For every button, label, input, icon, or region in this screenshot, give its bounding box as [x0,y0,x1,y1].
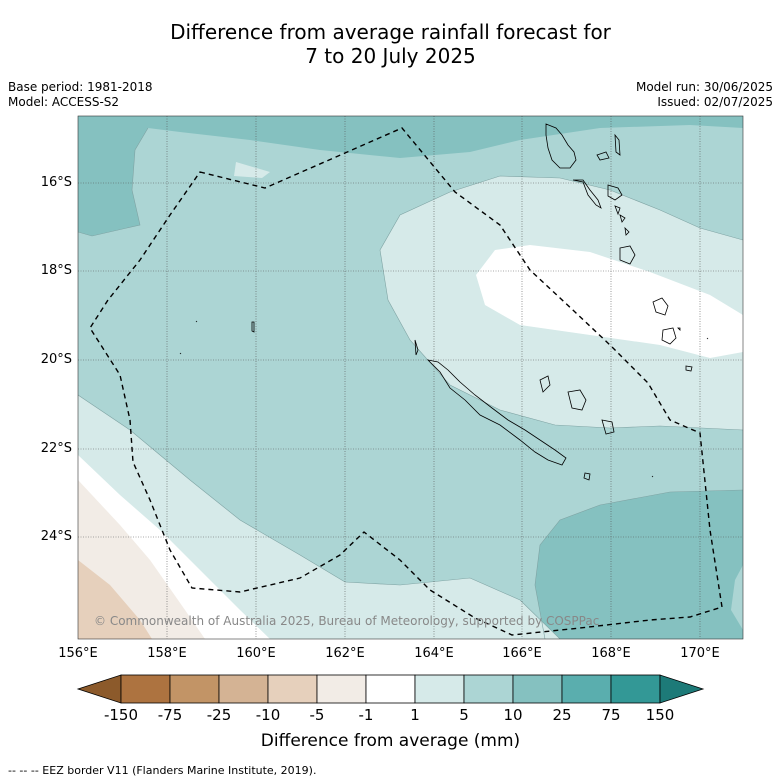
colorbar-tick: 25 [552,706,572,724]
field-5-10-edge [731,565,743,630]
colorbar-label: Difference from average (mm) [260,731,521,751]
colorbar-swatch [610,674,661,704]
colorbar-swatch [512,674,563,704]
lat-label: 22°S [40,441,72,456]
graticule [78,116,743,639]
field-minus5-10 [78,560,152,639]
colorbar-tick: 150 [645,706,675,724]
colorbar-tick: -10 [255,706,281,724]
colorbar-tick: -1 [358,706,374,724]
colorbar-tick: -75 [157,706,183,724]
colorbar [76,674,705,704]
colorbar-swatch [267,674,318,704]
colorbar-tick: 1 [410,706,420,724]
meta-right: Model run: 30/06/2025 Issued: 02/07/2025 [636,80,773,110]
base-period: Base period: 1981-2018 [8,80,153,94]
lon-label: 156°E [58,646,98,661]
page-title: Difference from average rainfall forecas… [0,20,781,68]
meta-left: Base period: 1981-2018 Model: ACCESS-S2 [8,80,153,110]
map-fields [78,116,743,639]
lat-label: 24°S [40,529,72,544]
field-10-25-southeast [535,490,743,639]
colorbar-swatch [561,674,612,704]
colorbar-extend-low [76,674,122,704]
field-neutral-east [476,245,743,358]
lat-label: 16°S [40,175,72,190]
map-frame [77,115,744,640]
colorbar-swatch [316,674,367,704]
issued-date: Issued: 02/07/2025 [657,95,773,109]
colorbar-swatch [120,674,171,704]
contour-lines [78,127,743,639]
colorbar-swatch [218,674,269,704]
colorbar-tick: 10 [503,706,523,724]
colorbar-tick: -25 [206,706,232,724]
colorbar-extend-high [659,674,705,704]
lon-label: 162°E [325,646,365,661]
coastlines [179,123,709,481]
lon-label: 170°E [680,646,720,661]
lat-label: 18°S [40,263,72,278]
lon-label: 166°E [502,646,542,661]
lon-label: 158°E [147,646,187,661]
lat-label: 20°S [40,352,72,367]
colorbar-tick: -5 [309,706,325,724]
lon-label: 164°E [414,646,454,661]
colorbar-tick: -150 [103,706,139,724]
eez-border [89,127,723,636]
model-run: Model run: 30/06/2025 [635,80,773,94]
colorbar-swatch [169,674,220,704]
colorbar-tick: 75 [601,706,621,724]
lon-label: 160°E [236,646,276,661]
field-1-5-patch [234,162,270,178]
lon-label: 168°E [591,646,631,661]
colorbar-tick: 5 [459,706,469,724]
colorbar-swatch [463,674,514,704]
model-name: Model: ACCESS-S2 [8,95,120,109]
colorbar-swatch [414,674,465,704]
field-10-25-north [78,116,743,236]
colorbar-swatch [365,674,416,704]
title-line-2: 7 to 20 July 2025 [305,44,476,68]
title-line-1: Difference from average rainfall forecas… [170,20,611,44]
eez-footnote: -- -- -- EEZ border V11 (Flanders Marine… [8,764,317,777]
copyright-text: © Commonwealth of Australia 2025, Bureau… [94,614,600,628]
